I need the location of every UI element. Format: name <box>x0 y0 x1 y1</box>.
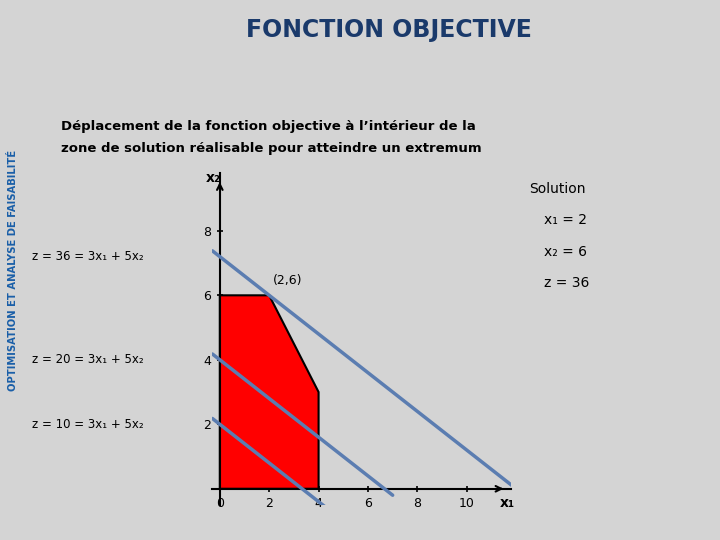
Text: x₂ = 6: x₂ = 6 <box>544 245 587 259</box>
Text: OPTIMISATION ET ANALYSE DE FAISABILITÉ: OPTIMISATION ET ANALYSE DE FAISABILITÉ <box>8 150 18 390</box>
Text: z = 36 = 3x₁ + 5x₂: z = 36 = 3x₁ + 5x₂ <box>32 250 144 263</box>
Text: Solution: Solution <box>529 182 585 196</box>
Text: x₁: x₁ <box>500 496 515 510</box>
Text: Déplacement de la fonction objective à l’intérieur de la: Déplacement de la fonction objective à l… <box>61 120 476 133</box>
Text: FONCTION OBJECTIVE: FONCTION OBJECTIVE <box>246 18 532 42</box>
Text: z = 10 = 3x₁ + 5x₂: z = 10 = 3x₁ + 5x₂ <box>32 418 144 431</box>
Text: z = 36: z = 36 <box>544 276 589 290</box>
Text: zone de solution réalisable pour atteindre un extremum: zone de solution réalisable pour atteind… <box>61 142 482 155</box>
Text: x₁ = 2: x₁ = 2 <box>544 213 587 227</box>
Polygon shape <box>220 295 318 489</box>
Text: x₂: x₂ <box>206 171 221 185</box>
Text: z = 20 = 3x₁ + 5x₂: z = 20 = 3x₁ + 5x₂ <box>32 353 144 366</box>
Text: (2,6): (2,6) <box>273 274 302 287</box>
